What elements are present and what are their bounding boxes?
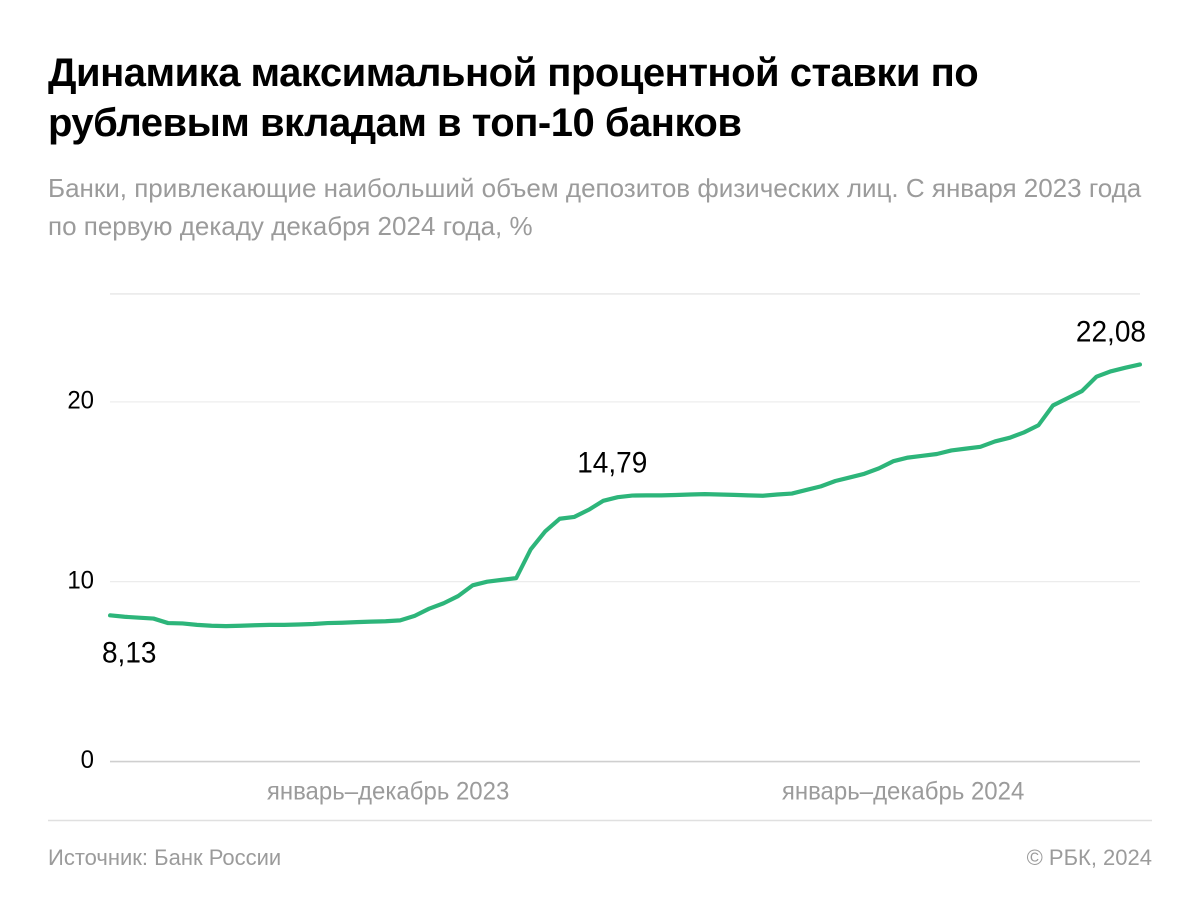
svg-text:январь–декабрь 2023: январь–декабрь 2023 — [267, 778, 509, 806]
svg-text:0: 0 — [81, 747, 94, 775]
svg-text:10: 10 — [67, 567, 94, 595]
svg-text:январь–декабрь 2024: январь–декабрь 2024 — [782, 778, 1024, 806]
chart-subtitle: Банки, привлекающие наибольший объем деп… — [48, 170, 1152, 245]
svg-text:20: 20 — [67, 387, 94, 415]
source-label: Источник: Банк России — [48, 845, 281, 871]
line-chart: 0 10 20 январь–декабрь 2023 январь–декабрь 2… — [48, 275, 1152, 823]
chart-footer: Источник: Банк России © РБК, 2024 — [48, 823, 1152, 871]
chart-area: 0 10 20 январь–декабрь 2023 январь–декабрь 2… — [48, 275, 1152, 823]
chart-title: Динамика максимальной процентной ставки … — [48, 48, 1152, 148]
svg-text:8,13: 8,13 — [102, 637, 157, 670]
svg-text:14,79: 14,79 — [577, 447, 647, 480]
svg-text:22,08: 22,08 — [1076, 316, 1146, 349]
copyright-label: © РБК, 2024 — [1027, 845, 1152, 871]
